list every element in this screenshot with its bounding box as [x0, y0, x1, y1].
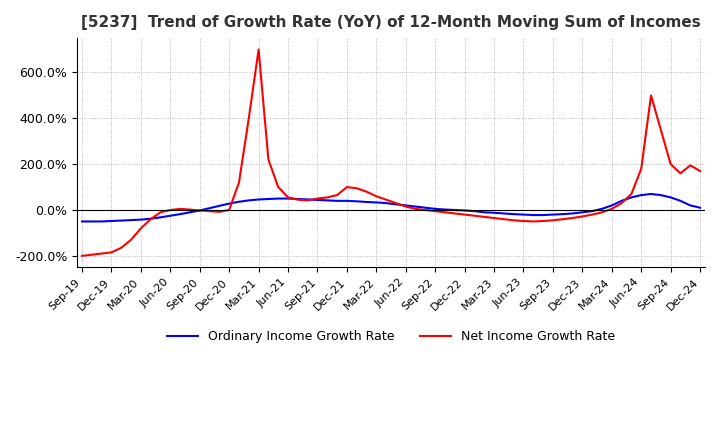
Line: Ordinary Income Growth Rate: Ordinary Income Growth Rate	[82, 194, 700, 221]
Net Income Growth Rate	[431, 209, 439, 214]
Net Income Growth Rate	[696, 169, 704, 174]
Net Income Growth Rate	[343, 184, 351, 190]
Ordinary Income Growth Rate	[470, 209, 479, 214]
Ordinary Income Growth Rate	[696, 205, 704, 210]
Net Income Growth Rate	[480, 214, 489, 220]
Net Income Growth Rate	[156, 209, 165, 215]
Ordinary Income Growth Rate	[333, 198, 341, 203]
Net Income Growth Rate	[78, 253, 86, 258]
Ordinary Income Growth Rate	[480, 209, 489, 215]
Net Income Growth Rate	[254, 47, 263, 52]
Ordinary Income Growth Rate	[156, 215, 165, 220]
Net Income Growth Rate	[490, 216, 498, 221]
Ordinary Income Growth Rate	[78, 219, 86, 224]
Title: [5237]  Trend of Growth Rate (YoY) of 12-Month Moving Sum of Incomes: [5237] Trend of Growth Rate (YoY) of 12-…	[81, 15, 701, 30]
Line: Net Income Growth Rate: Net Income Growth Rate	[82, 50, 700, 256]
Ordinary Income Growth Rate	[382, 201, 390, 206]
Ordinary Income Growth Rate	[647, 191, 655, 197]
Net Income Growth Rate	[392, 201, 400, 206]
Ordinary Income Growth Rate	[421, 205, 430, 210]
Legend: Ordinary Income Growth Rate, Net Income Growth Rate: Ordinary Income Growth Rate, Net Income …	[162, 325, 620, 348]
